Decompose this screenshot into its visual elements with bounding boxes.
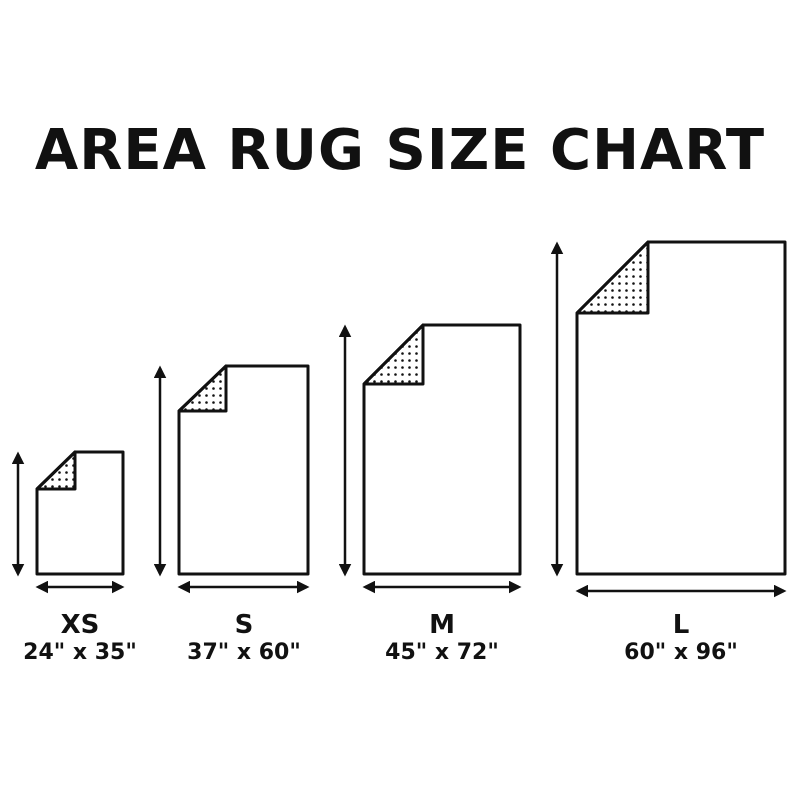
- size-label-s: S 37" x 60": [144, 610, 344, 665]
- rug-fold-m: [362, 323, 425, 386]
- size-dimensions: 24" x 35": [23, 640, 137, 665]
- size-name: S: [234, 610, 254, 640]
- rug-fold-xs: [35, 450, 77, 491]
- size-name: L: [672, 610, 690, 640]
- size-label-m: M 45" x 72": [342, 610, 542, 665]
- size-name: XS: [60, 610, 100, 640]
- rug-fold-l: [575, 240, 650, 315]
- chart-title: AREA RUG SIZE CHART: [34, 118, 766, 183]
- size-dimensions: 45" x 72": [385, 640, 499, 665]
- size-dimensions: 37" x 60": [187, 640, 301, 665]
- size-label-xs: XS 24" x 35": [0, 610, 180, 665]
- size-label-l: L 60" x 96": [581, 610, 781, 665]
- size-dimensions: 60" x 96": [624, 640, 738, 665]
- rug-xs: [35, 450, 125, 576]
- rug-fold-s: [177, 364, 228, 413]
- size-name: M: [429, 610, 455, 640]
